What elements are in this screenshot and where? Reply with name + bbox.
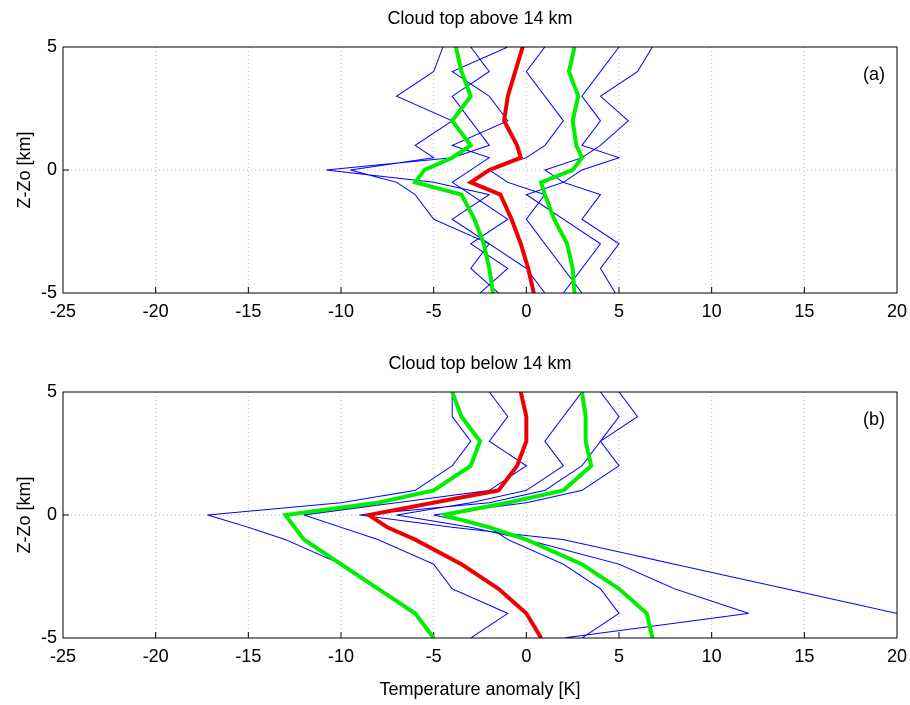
profile-line [411, 47, 495, 293]
x-tick-label: -20 [143, 646, 169, 666]
plot-lines [207, 392, 897, 638]
x-tick-label: 20 [887, 301, 907, 321]
profile-line [538, 47, 585, 293]
panel-label: (a) [863, 64, 885, 84]
x-tick-label: -15 [235, 646, 261, 666]
y-tick-label: 0 [47, 159, 57, 179]
profile-line [363, 392, 543, 638]
x-axis-label: Temperature anomaly [K] [379, 679, 580, 699]
profile-line [281, 392, 483, 638]
x-tick-label: -5 [426, 646, 442, 666]
x-tick-label: 5 [614, 646, 624, 666]
x-tick-label: 0 [521, 646, 531, 666]
x-tick-label: -25 [50, 646, 76, 666]
x-tick-label: 10 [702, 301, 722, 321]
profile-line [433, 392, 639, 638]
y-tick-label: -5 [41, 627, 57, 647]
x-tick-label: 20 [887, 646, 907, 666]
x-tick-label: -20 [143, 301, 169, 321]
x-tick-label: 5 [614, 301, 624, 321]
profile-line [359, 392, 897, 638]
x-tick-label: 15 [794, 301, 814, 321]
plot-frame [62, 391, 898, 639]
plot-frame [62, 46, 898, 294]
chart-title: Cloud top above 14 km [387, 8, 572, 28]
x-tick-label: -5 [426, 301, 442, 321]
y-tick-label: 5 [47, 36, 57, 56]
x-tick-label: -10 [328, 301, 354, 321]
y-tick-label: 5 [47, 381, 57, 401]
x-tick-label: -10 [328, 646, 354, 666]
profile-line [350, 47, 546, 293]
x-tick-label: -25 [50, 301, 76, 321]
chart-title: Cloud top below 14 km [388, 353, 571, 373]
profile-line [303, 392, 528, 638]
y-tick-label: -5 [41, 282, 57, 302]
profile-line [543, 47, 653, 293]
panel-label: (b) [863, 409, 885, 429]
x-tick-label: 0 [521, 301, 531, 321]
profile-line [466, 47, 536, 293]
x-tick-label: 10 [702, 646, 722, 666]
x-tick-label: -15 [235, 301, 261, 321]
profile-line [442, 392, 655, 638]
profile-line [396, 392, 749, 638]
plot-lines [326, 47, 653, 293]
y-axis-label: Z-Zo [km] [14, 477, 34, 554]
y-axis-label: Z-Zo [km] [14, 132, 34, 209]
profile-line [450, 47, 509, 293]
x-tick-label: 15 [794, 646, 814, 666]
y-tick-label: 0 [47, 504, 57, 524]
profile-line [525, 47, 621, 293]
